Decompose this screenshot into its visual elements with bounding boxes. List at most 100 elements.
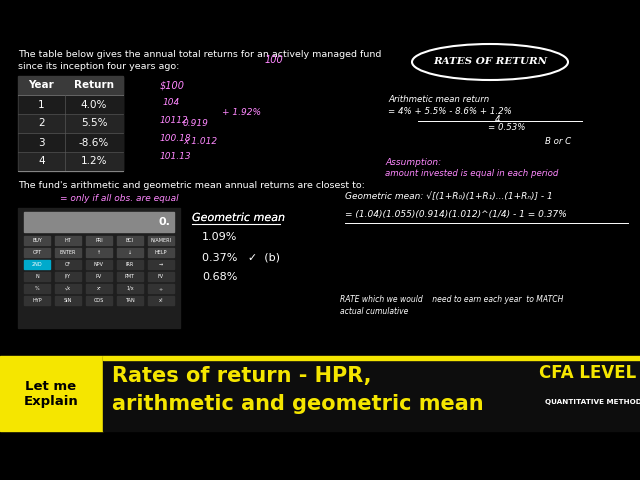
Text: x 1.012: x 1.012 (183, 137, 217, 146)
Text: -8.6%: -8.6% (79, 137, 109, 147)
Bar (148, 236, 174, 245)
Bar (86, 272, 112, 281)
Text: The fund's arithmetic and geometric mean annual returns are closest to:: The fund's arithmetic and geometric mean… (18, 181, 365, 190)
Bar (86, 236, 112, 245)
Text: 4: 4 (38, 156, 45, 167)
Bar (55, 272, 81, 281)
Bar (0, 356, 103, 431)
Bar (24, 212, 174, 232)
Text: 0.919: 0.919 (183, 119, 209, 128)
Bar (103, 356, 553, 431)
Text: PRI: PRI (95, 238, 103, 243)
Bar (24, 260, 50, 269)
Text: arithmetic and geometric mean: arithmetic and geometric mean (112, 394, 484, 414)
Text: since its inception four years ago:: since its inception four years ago: (18, 62, 179, 71)
Text: Let me
Explain: Let me Explain (24, 380, 78, 408)
Text: 1.09%: 1.09% (202, 232, 237, 242)
Bar (65, 76, 122, 95)
Bar (24, 248, 50, 257)
Bar (117, 236, 143, 245)
Text: 1.2%: 1.2% (81, 156, 108, 167)
Text: 0.68%: 0.68% (202, 272, 237, 282)
Text: x!: x! (159, 298, 163, 303)
Text: PV: PV (96, 274, 102, 279)
Bar (86, 260, 112, 269)
Text: ↑: ↑ (97, 250, 101, 255)
Text: 2ND: 2ND (32, 262, 42, 267)
Bar (24, 296, 50, 305)
Text: SIN: SIN (64, 298, 72, 303)
Text: FV: FV (158, 274, 164, 279)
Text: 2: 2 (38, 119, 45, 129)
Text: RATES OF RETURN: RATES OF RETURN (433, 58, 547, 67)
Text: HT: HT (65, 238, 72, 243)
Text: COS: COS (94, 298, 104, 303)
Bar (55, 248, 81, 257)
Text: 3: 3 (38, 137, 45, 147)
Bar (86, 284, 112, 293)
Text: CPT: CPT (33, 250, 42, 255)
Text: HELP: HELP (155, 250, 167, 255)
Text: = 0.53%: = 0.53% (488, 123, 525, 132)
Bar (19, 76, 65, 95)
Text: Assumption:: Assumption: (385, 158, 441, 167)
Text: TAN: TAN (125, 298, 135, 303)
Text: + 1.92%: + 1.92% (222, 108, 261, 117)
Text: BCI: BCI (126, 238, 134, 243)
Bar (19, 96, 122, 113)
Bar (117, 284, 143, 293)
Text: PMT: PMT (125, 274, 135, 279)
Text: QUANTITATIVE METHODS: QUANTITATIVE METHODS (545, 399, 640, 405)
Bar (553, 356, 640, 431)
Text: →: → (159, 262, 163, 267)
Bar (117, 296, 143, 305)
Text: IRR: IRR (126, 262, 134, 267)
Text: 0.: 0. (158, 217, 170, 227)
Text: actual cumulative: actual cumulative (340, 307, 408, 316)
Text: N/AMERI: N/AMERI (150, 238, 172, 243)
Text: CF: CF (65, 262, 71, 267)
Text: ÷: ÷ (159, 286, 163, 291)
Text: $100: $100 (160, 80, 185, 90)
Bar (19, 133, 122, 152)
Text: = (1.04)(1.055)(0.914)(1.012)^(1/4) - 1 = 0.37%: = (1.04)(1.055)(0.914)(1.012)^(1/4) - 1 … (345, 210, 567, 219)
Text: B or C: B or C (545, 137, 571, 146)
Bar (117, 248, 143, 257)
Bar (86, 248, 112, 257)
Text: HYP: HYP (32, 298, 42, 303)
Text: √x: √x (65, 286, 71, 291)
Text: 1/x: 1/x (126, 286, 134, 291)
Bar (19, 153, 122, 170)
Bar (86, 296, 112, 305)
Text: I/Y: I/Y (65, 274, 71, 279)
Text: = only if all obs. are equal: = only if all obs. are equal (60, 194, 179, 203)
Text: Rates of return - HPR,: Rates of return - HPR, (112, 366, 371, 386)
Bar (18, 208, 180, 328)
Text: 4.0%: 4.0% (81, 99, 107, 109)
Bar (553, 356, 640, 360)
Bar (55, 260, 81, 269)
Text: NPV: NPV (94, 262, 104, 267)
Bar (18, 76, 123, 171)
Text: 10112: 10112 (160, 116, 189, 125)
Bar (103, 356, 553, 360)
Bar (24, 272, 50, 281)
Bar (148, 272, 174, 281)
Text: 0.37%   ✓  (b): 0.37% ✓ (b) (202, 252, 280, 262)
Text: 104: 104 (163, 98, 180, 107)
Bar (148, 260, 174, 269)
Text: x²: x² (97, 286, 101, 291)
Bar (55, 296, 81, 305)
Text: The table below gives the annual total returns for an actively managed fund: The table below gives the annual total r… (18, 50, 381, 59)
Bar (148, 284, 174, 293)
Text: ENTER: ENTER (60, 250, 76, 255)
Text: amount invested is equal in each period: amount invested is equal in each period (385, 169, 558, 178)
Bar (55, 236, 81, 245)
Bar (24, 236, 50, 245)
Bar (55, 284, 81, 293)
Text: Arithmetic mean return: Arithmetic mean return (388, 95, 489, 104)
Text: 5.5%: 5.5% (81, 119, 108, 129)
Text: 100: 100 (265, 55, 284, 65)
Text: Geometric mean: Geometric mean (192, 213, 285, 223)
Text: Year: Year (29, 81, 54, 91)
